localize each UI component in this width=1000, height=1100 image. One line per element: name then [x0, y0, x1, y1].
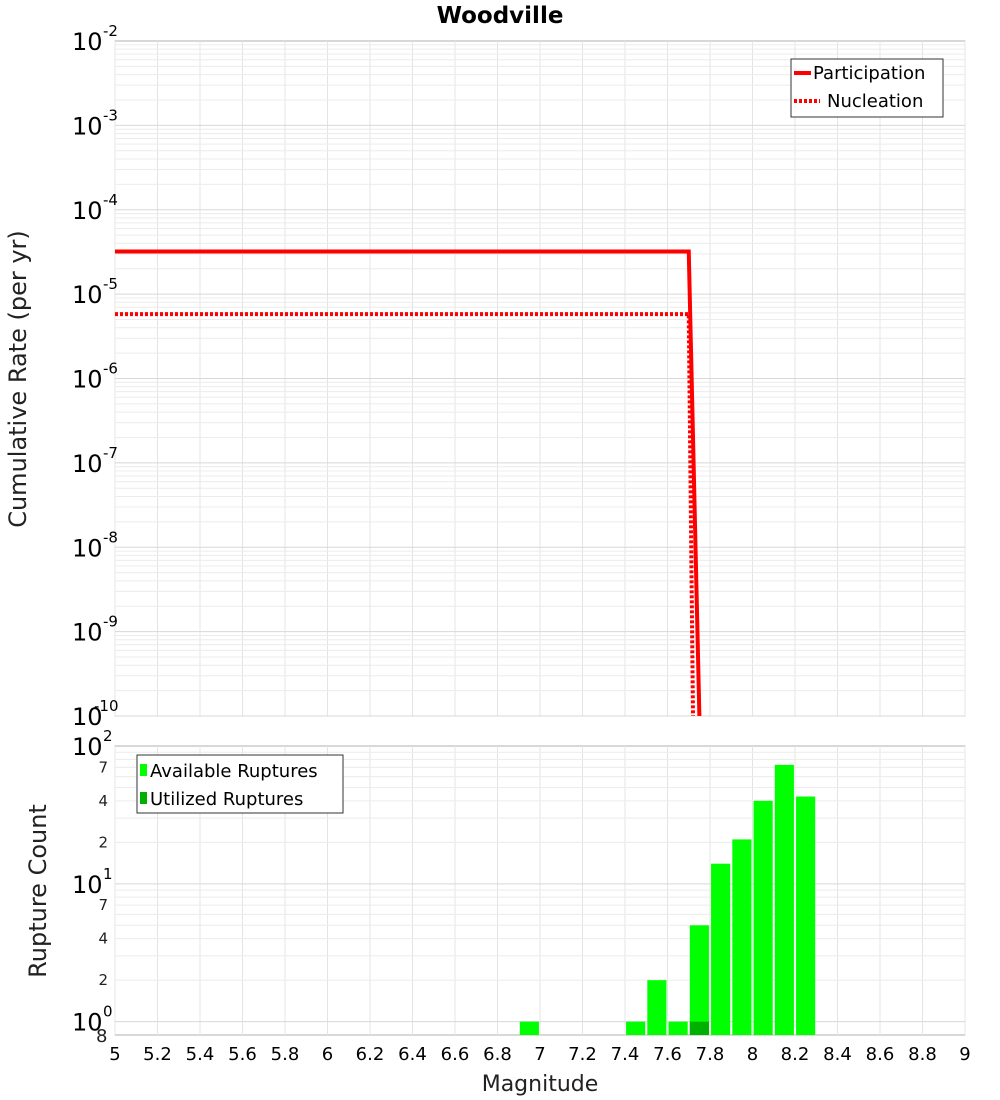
- x-tick-label: 5.8: [271, 1044, 300, 1065]
- x-tick-label: 5: [109, 1044, 120, 1065]
- top-grid: [114, 41, 966, 717]
- x-tick-label: 7.2: [568, 1044, 597, 1065]
- series-line-participation: [115, 249, 702, 717]
- bottom-legend-box: [136, 754, 344, 814]
- top-y-tick-exponent: -10: [94, 697, 119, 715]
- bottom-y-axis-label: Rupture Count: [24, 804, 52, 978]
- x-tick-label: 7.6: [653, 1044, 682, 1065]
- bottom-legend: Available Ruptures Utilized Ruptures: [136, 754, 344, 814]
- available-ruptures-bar: [689, 925, 709, 1035]
- bottom-y-edge-tick: 8: [96, 1026, 107, 1047]
- x-tick-label: 8.8: [908, 1044, 937, 1065]
- available-ruptures-bar: [753, 800, 773, 1035]
- x-tick-label: 6.6: [441, 1044, 470, 1065]
- x-tick-label: 7: [534, 1044, 545, 1065]
- top-y-tick-base: 10: [72, 703, 103, 731]
- available-ruptures-bar: [626, 1021, 646, 1035]
- top-y-tick-base: 10: [72, 450, 103, 478]
- top-y-ticks: 10-210-310-410-510-610-710-810 -910-10: [72, 22, 119, 731]
- top-y-tick-base: 10: [72, 28, 103, 56]
- bottom-y-tick-base: 10: [72, 733, 103, 761]
- x-ticks: 5 5.2 5.4 5.6 5.8 6 6.2 6.4 6.6 6.8 7 7.2 7.4 7.6 7.8 8…: [109, 1044, 970, 1065]
- bottom-y-minor-tick: 4: [98, 930, 108, 948]
- available-ruptures-bar: [519, 1021, 539, 1035]
- available-ruptures-bar: [647, 980, 667, 1035]
- x-tick-label: 9: [959, 1044, 970, 1065]
- legend-utilized-swatch: [140, 792, 147, 804]
- x-tick-label: 7.8: [696, 1044, 725, 1065]
- available-ruptures-bar: [732, 839, 752, 1035]
- top-y-tick-exponent: -7: [103, 444, 118, 462]
- bottom-y-tick-exponent: 1: [103, 865, 113, 883]
- bottom-y-minor-tick: 4: [98, 792, 108, 810]
- x-axis-label: Magnitude: [482, 1072, 599, 1097]
- series-line-nucleation: [115, 312, 695, 717]
- x-tick-label: 8.4: [823, 1044, 852, 1065]
- top-series: [115, 249, 702, 717]
- top-y-tick-base: 10: [72, 534, 103, 562]
- legend-nucleation-label: Nucleation: [827, 91, 923, 112]
- x-tick-label: 8.2: [781, 1044, 810, 1065]
- x-tick-label: 8: [747, 1044, 758, 1065]
- bottom-y-minor-tick: 2: [98, 833, 108, 851]
- bottom-y-tick-exponent: 2: [103, 727, 113, 745]
- top-y-tick-exponent: -2: [103, 22, 118, 40]
- bottom-y-minor-tick: 7: [98, 758, 108, 776]
- top-y-tick-base: 10: [72, 197, 103, 225]
- available-ruptures-bar: [796, 796, 816, 1035]
- x-tick-label: 7.4: [611, 1044, 640, 1065]
- top-y-tick-exponent: -4: [103, 191, 118, 209]
- top-y-tick-exponent: -5: [103, 275, 118, 293]
- bottom-y-minor-tick: 7: [98, 896, 108, 914]
- available-ruptures-bar: [668, 1021, 688, 1035]
- bottom-bars: [519, 764, 816, 1035]
- x-tick-label: 5.2: [143, 1044, 172, 1065]
- top-y-tick-base: 10: [72, 281, 103, 309]
- top-legend: Participation Nucleation: [790, 58, 944, 118]
- top-y-tick-base: 10: [72, 366, 103, 394]
- legend-participation-label: Participation: [813, 63, 925, 84]
- top-y-tick-exponent: -6: [103, 360, 118, 378]
- legend-available-label: Available Ruptures: [150, 761, 318, 782]
- bottom-y-minor-tick: 2: [98, 971, 108, 989]
- top-legend-box: [790, 58, 944, 118]
- utilized-ruptures-bar: [689, 1021, 709, 1035]
- top-y-tick-base: 10: [72, 112, 103, 140]
- bottom-y-tick-exponent: 0: [103, 1003, 113, 1021]
- legend-utilized-label: Utilized Ruptures: [150, 789, 303, 810]
- available-ruptures-bar: [711, 863, 731, 1035]
- top-plot-area: 10-210-310-410-510-610-710-810 -910-10: [72, 22, 966, 731]
- legend-available-swatch: [140, 764, 147, 776]
- top-y-tick-exponent: -8: [103, 528, 118, 546]
- bottom-y-tick-base: 10: [72, 871, 103, 899]
- x-tick-label: 5.6: [228, 1044, 257, 1065]
- top-y-tick-base: 10: [72, 619, 103, 647]
- x-tick-label: 8.6: [866, 1044, 895, 1065]
- top-y-axis-label: Cumulative Rate (per yr): [4, 230, 32, 528]
- x-tick-label: 5.4: [186, 1044, 215, 1065]
- chart-title: Woodville: [437, 3, 564, 29]
- top-y-tick-exponent: -3: [103, 106, 118, 124]
- x-tick-label: 6.2: [356, 1044, 385, 1065]
- x-tick-label: 6.4: [398, 1044, 427, 1065]
- top-y-tick-exponent: -9: [103, 613, 118, 631]
- bottom-y-tick-base: 10: [72, 1009, 103, 1037]
- x-tick-label: 6.8: [483, 1044, 512, 1065]
- available-ruptures-bar: [774, 764, 794, 1035]
- x-tick-label: 6: [322, 1044, 333, 1065]
